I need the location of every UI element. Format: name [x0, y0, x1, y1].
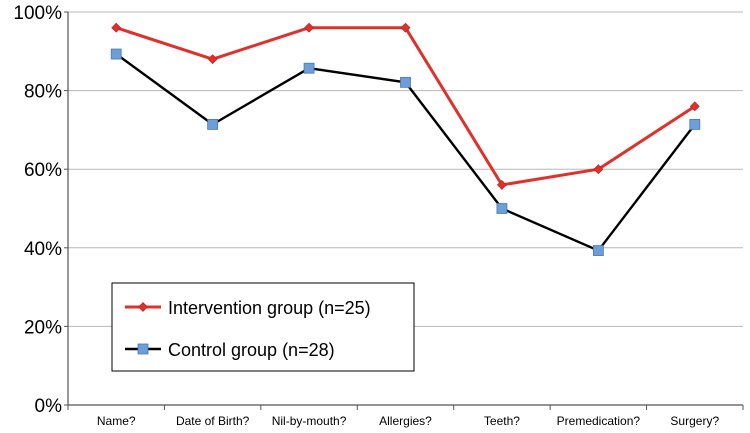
y-tick-label: 0%: [35, 396, 63, 417]
x-tick-label: Nil-by-mouth?: [272, 414, 347, 428]
data-point-control: [592, 245, 604, 256]
legend-box: [111, 282, 415, 372]
x-tick-label: Surgery?: [670, 414, 719, 428]
x-tick-label: Allergies?: [379, 414, 432, 428]
x-tick-label: Teeth?: [484, 414, 520, 428]
data-point-intervention: [304, 22, 314, 33]
data-point-intervention: [111, 22, 122, 33]
legend-item-control: Control group (n=28): [125, 340, 335, 360]
data-point-control: [303, 62, 315, 74]
series-line-intervention: [115, 26, 696, 187]
data-point-intervention: [593, 164, 604, 175]
series-intervention: [111, 22, 700, 190]
data-point-control: [689, 118, 701, 130]
legend-marker-intervention: [138, 302, 148, 312]
legend-entries: Intervention group (n=25) Control group (…: [125, 298, 371, 360]
data-point-control: [110, 48, 122, 60]
legend: Intervention group (n=25) Control group (…: [111, 282, 415, 372]
y-tick-label: 100%: [13, 3, 62, 24]
data-point-intervention: [689, 101, 700, 112]
series-control: [110, 48, 701, 256]
legend-label-control: Control group (n=28): [168, 340, 335, 360]
legend-marker-control: [137, 343, 149, 355]
data-point-control: [496, 203, 508, 214]
data-point-intervention: [400, 22, 411, 33]
legend-item-intervention: Intervention group (n=25): [125, 298, 371, 318]
data-point-intervention: [207, 54, 218, 65]
x-tick-label: Name?: [97, 414, 136, 428]
x-axis-tick-labels: Name? Date of Birth? Nil-by-mouth? Allergie…: [97, 414, 720, 428]
y-tick-label: 40%: [24, 239, 62, 260]
x-tick-label: Premedication?: [557, 414, 641, 428]
data-point-control: [400, 76, 411, 88]
y-tick-label: 20%: [24, 317, 62, 338]
legend-label-intervention: Intervention group (n=25): [168, 298, 371, 318]
data-point-control: [207, 118, 219, 130]
y-tick-label: 60%: [24, 160, 62, 181]
axes: [64, 11, 744, 410]
y-tick-label: 80%: [24, 82, 62, 103]
data-point-intervention: [497, 179, 507, 190]
gridlines: [68, 11, 743, 327]
series-group: [110, 22, 701, 256]
y-axis-tick-labels: 0% 20% 40% 60% 80% 100%: [13, 3, 62, 417]
x-tick-label: Date of Birth?: [176, 414, 250, 428]
